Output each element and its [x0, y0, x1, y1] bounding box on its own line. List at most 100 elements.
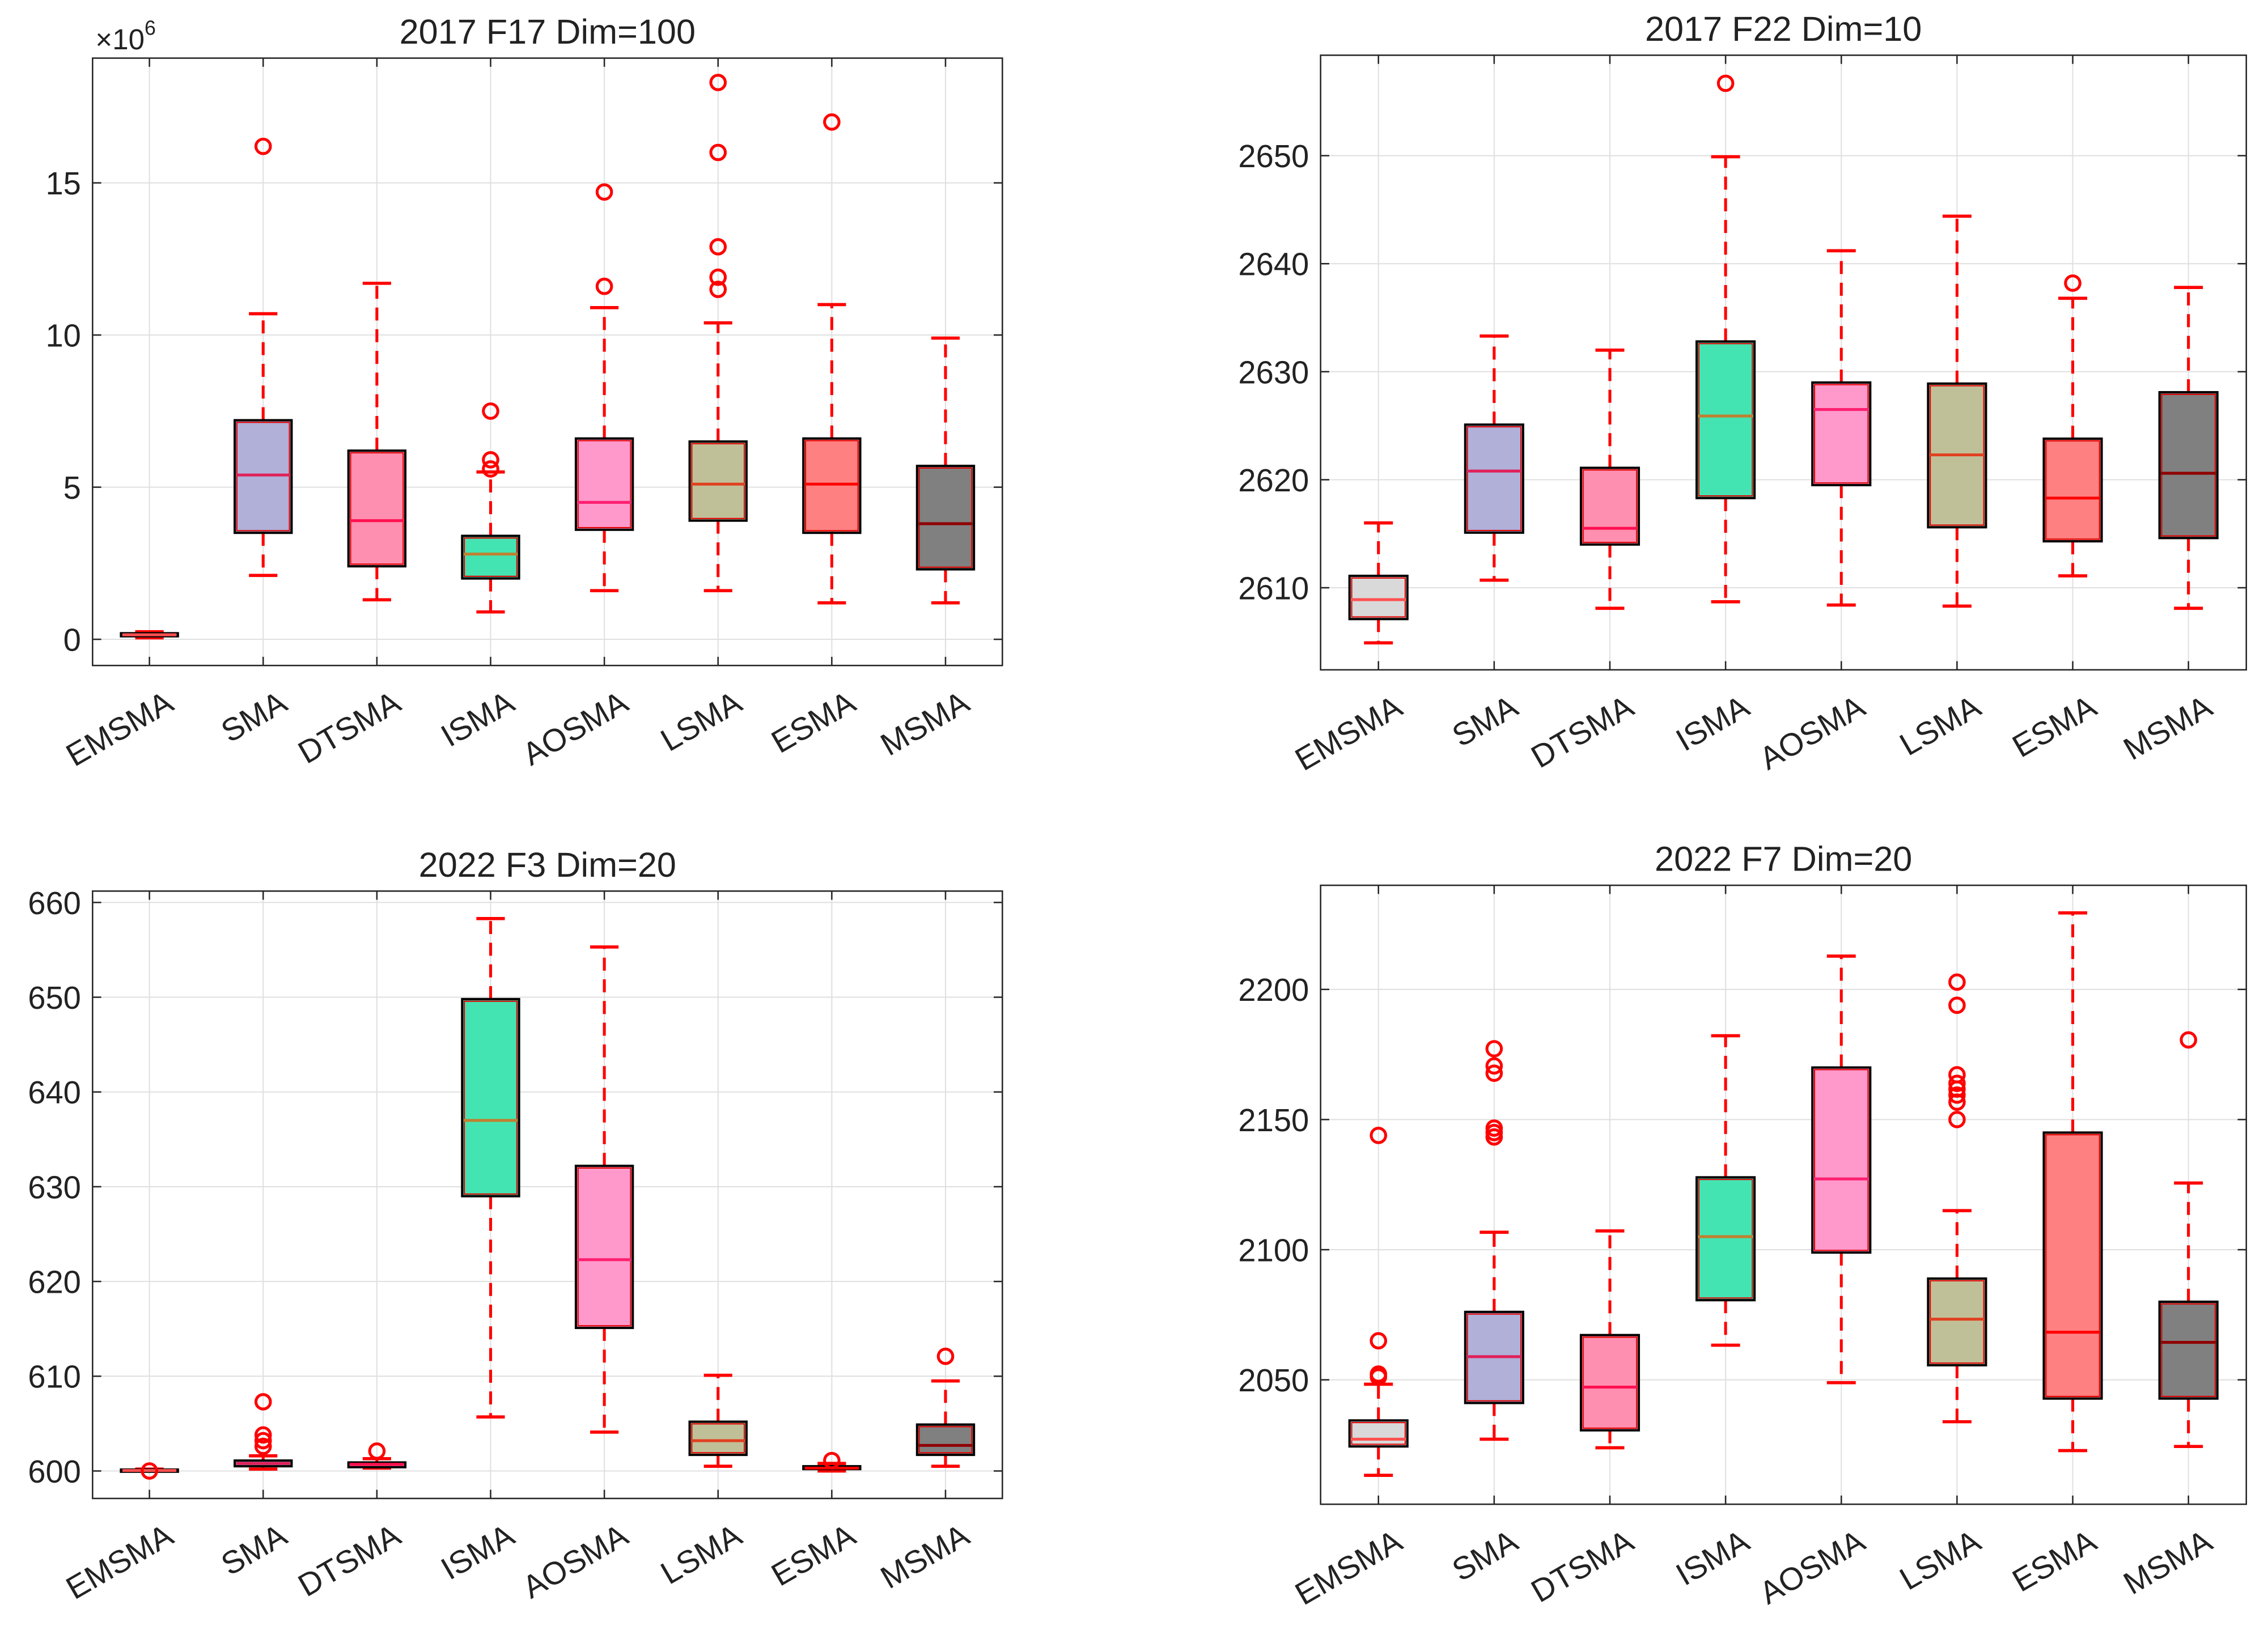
box-msma	[915, 1347, 976, 1468]
outlier-point	[1370, 1368, 1388, 1386]
y-tick-label: 2100	[1238, 1232, 1309, 1268]
box-inner-outline	[1351, 1422, 1406, 1445]
box-lsma	[1927, 973, 1987, 1424]
axes-frame	[1320, 884, 2248, 1505]
x-tick-label: DTSMA	[292, 1517, 406, 1603]
x-tick-label: AOSMA	[1753, 688, 1871, 776]
y-tick-label: 650	[28, 980, 81, 1016]
box-iqr	[1579, 466, 1640, 546]
x-tick-label: ESMA	[765, 683, 862, 759]
outlier-point	[254, 1437, 272, 1455]
outlier-point	[709, 143, 727, 162]
box-lsma	[688, 74, 748, 592]
box-iqr	[802, 437, 862, 534]
x-tick-label: SMA	[1446, 688, 1524, 754]
box-inner-outline	[805, 440, 859, 532]
chart-title: 2017 F22 Dim=10	[1645, 10, 1922, 48]
box-iqr	[347, 449, 407, 568]
x-tick-label: SMA	[1446, 1522, 1524, 1588]
box-sma	[234, 137, 293, 578]
y-exponent-power: 6	[145, 17, 156, 40]
plot-area	[92, 58, 1003, 666]
x-tick-label: EMSMA	[1289, 1522, 1408, 1612]
box-emsma	[120, 1462, 179, 1480]
x-tick-label: SMA	[215, 1517, 292, 1582]
box-dtsma	[1579, 1229, 1640, 1450]
x-tick-label: LSMA	[655, 683, 748, 758]
x-tick-label: ISMA	[435, 1517, 520, 1586]
box-aosma	[574, 183, 634, 592]
box-msma	[2158, 1031, 2219, 1449]
outlier-point	[1948, 1075, 1966, 1092]
box-iqr	[1927, 1277, 1987, 1367]
box-inner-outline	[464, 537, 518, 577]
y-tick-label: 620	[28, 1264, 81, 1300]
box-inner-outline	[2045, 1134, 2100, 1397]
box-lsma	[688, 1373, 748, 1468]
y-tick-label: 600	[28, 1454, 81, 1489]
box-emsma	[1348, 1127, 1409, 1477]
y-tick-label: 2610	[1238, 570, 1309, 606]
box-sma	[1464, 334, 1524, 582]
box-isma	[461, 916, 520, 1419]
box-iqr	[688, 440, 748, 522]
box-iqr	[574, 1165, 634, 1330]
box-dtsma	[347, 282, 407, 602]
x-tick-label: EMSMA	[60, 1517, 179, 1606]
box-iqr	[1811, 381, 1872, 487]
box-inner-outline	[350, 452, 404, 565]
box-iqr	[574, 437, 634, 531]
box-inner-outline	[691, 443, 745, 519]
x-tick-label: AOSMA	[516, 683, 634, 772]
y-tick-label: 2630	[1238, 354, 1309, 390]
box-iqr	[915, 464, 976, 571]
y-tick-label: 630	[28, 1169, 81, 1205]
x-tick-label: LSMA	[655, 1517, 748, 1591]
y-exponent-label: ×106	[95, 17, 155, 56]
x-tick-label: DTSMA	[292, 683, 406, 770]
y-tick-label: 2150	[1238, 1102, 1309, 1138]
y-tick-label: 15	[45, 165, 80, 201]
x-tick-label: ISMA	[435, 683, 520, 753]
chart-title: 2017 F17 Dim=100	[400, 12, 696, 51]
box-esma	[2042, 274, 2103, 578]
box-iqr	[1695, 1176, 1756, 1302]
x-tick-label: LSMA	[1893, 1522, 1986, 1596]
outlier-point	[2180, 1031, 2197, 1049]
box-iqr	[2158, 1300, 2219, 1400]
outlier-point	[823, 1451, 841, 1470]
outlier-point	[254, 137, 272, 155]
x-tick-label: ISMA	[1670, 688, 1756, 758]
x-tick-label: ESMA	[765, 1517, 862, 1593]
outlier-point	[1485, 1040, 1503, 1058]
box-inner-outline	[1466, 426, 1522, 532]
box-inner-outline	[918, 467, 973, 568]
box-isma	[1695, 1034, 1756, 1347]
outlier-point	[1716, 74, 1735, 92]
box-inner-outline	[691, 1423, 745, 1454]
axes-frame	[92, 890, 1003, 1500]
y-tick-label: 2620	[1238, 462, 1309, 498]
plot-area	[1320, 55, 2246, 670]
box-aosma	[574, 945, 634, 1434]
outlier-point	[141, 1462, 158, 1480]
box-inner-outline	[577, 1167, 631, 1327]
box-esma	[2042, 911, 2103, 1453]
x-tick-label: MSMA	[2117, 1522, 2218, 1601]
box-dtsma	[347, 1442, 407, 1470]
axes-frame	[92, 57, 1003, 666]
box-iqr	[688, 1420, 748, 1457]
x-tick-label: MSMA	[875, 1517, 976, 1595]
y-tick-label: 640	[28, 1075, 81, 1110]
chart-3: 600 610 620 630 640 650 660 EMSMA SMA DTSMA ISMAAO…	[28, 846, 1003, 1606]
box-isma	[461, 402, 520, 614]
x-tick-label: MSMA	[2117, 688, 2218, 767]
x-tick-label: EMSMA	[60, 683, 179, 773]
x-tick-label: AOSMA	[516, 1517, 634, 1605]
box-dtsma	[1579, 348, 1640, 610]
outlier-point	[709, 74, 727, 91]
box-iqr	[915, 1423, 976, 1457]
x-tick-label: EMSMA	[1289, 688, 1408, 778]
outlier-point	[709, 281, 727, 298]
